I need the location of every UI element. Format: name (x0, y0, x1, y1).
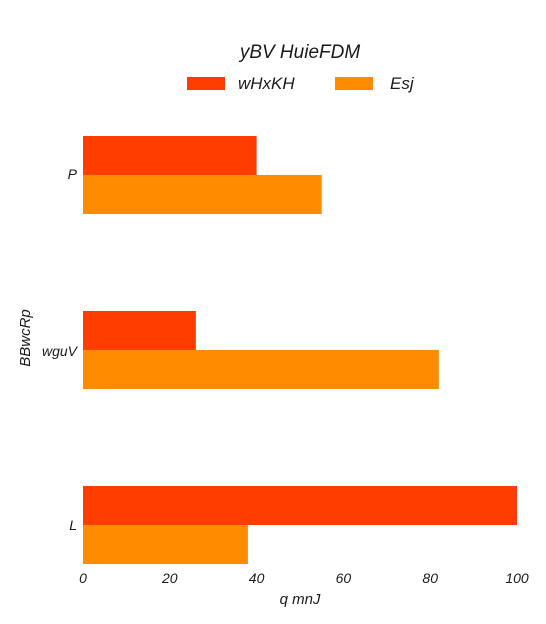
y-axis-tick-labels: P wguV L (42, 166, 79, 533)
y-tick-label-p: P (68, 166, 78, 182)
legend-label-whxkh: wHxKH (238, 74, 295, 93)
x-axis-tick-labels: 0 20 40 60 80 100 (79, 570, 529, 586)
x-tick-label-80: 80 (422, 570, 438, 586)
bar-whxkh-l (83, 486, 517, 525)
x-tick-label-40: 40 (249, 570, 265, 586)
x-axis-label: q mnJ (280, 591, 321, 608)
x-tick-label-0: 0 (79, 570, 87, 586)
x-tick-label-20: 20 (161, 570, 178, 586)
bar-whxkh-wguv (83, 311, 196, 350)
legend-label-esj: Esj (390, 74, 415, 93)
bars (83, 136, 517, 564)
y-axis-label: BBwcRp (17, 309, 34, 367)
legend-swatch-esj (335, 77, 373, 90)
x-tick-label-100: 100 (505, 570, 529, 586)
y-tick-label-l: L (69, 517, 77, 533)
y-tick-label-wguv: wguV (42, 343, 79, 359)
legend-title: yBV HuieFDM (238, 42, 361, 63)
legend-swatch-whxkh (187, 77, 225, 90)
bar-esj-l (83, 525, 248, 564)
legend: yBV HuieFDM wHxKH Esj (187, 42, 415, 93)
bar-whxkh-p (83, 136, 257, 175)
bar-esj-p (83, 175, 322, 214)
bar-esj-wguv (83, 350, 439, 389)
x-tick-label-60: 60 (336, 570, 352, 586)
